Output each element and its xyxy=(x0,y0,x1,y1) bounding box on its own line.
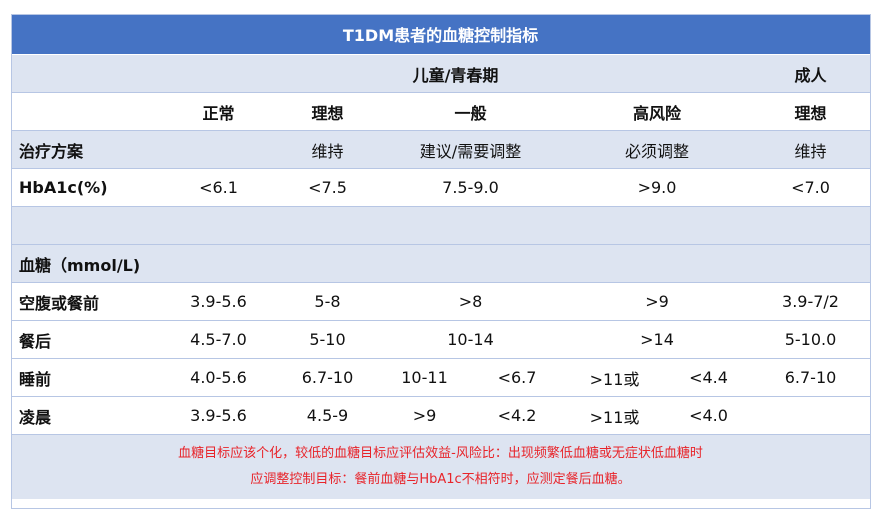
spacer-row xyxy=(11,206,871,245)
glucose-header-row: 血糖（mmol/L) xyxy=(11,244,871,283)
row-label: 空腹或餐前 xyxy=(11,282,160,321)
fasting-row: 空腹或餐前 3.9-5.6 5-8 >8 >9 3.9-7/2 xyxy=(11,282,871,321)
cell-general: 10-14 xyxy=(378,320,563,359)
row-label: 餐后 xyxy=(11,320,160,359)
table-title-row: T1DM患者的血糖控制指标 xyxy=(11,14,871,55)
level-normal: 正常 xyxy=(160,92,277,131)
glycemic-target-table: T1DM患者的血糖控制指标 儿童/青春期 成人 正常 理想 一般 高风险 理想 … xyxy=(11,14,871,500)
cell-high-risk-b: <4.0 xyxy=(666,396,751,435)
cell-general-b: <4.2 xyxy=(471,396,563,435)
level-ideal: 理想 xyxy=(277,92,378,131)
footnote-row: 血糖目标应该个化，较低的血糖目标应评估效益-风险比：出现频繁低血糖或无症状低血糖… xyxy=(11,434,871,500)
cell-normal xyxy=(160,130,277,169)
cell-adult: 3.9-7/2 xyxy=(751,282,871,321)
cell-ideal: 4.5-9 xyxy=(277,396,378,435)
row-label: 凌晨 xyxy=(11,396,160,435)
group-adult-header: 成人 xyxy=(751,54,871,93)
cell-normal: <6.1 xyxy=(160,168,277,207)
cell-general: >8 xyxy=(378,282,563,321)
spacer-cell xyxy=(11,206,871,245)
treatment-row: 治疗方案 维持 建议/需要调整 必须调整 维持 xyxy=(11,130,871,169)
cell-general-a: 10-11 xyxy=(378,358,471,397)
glycemic-target-table-container: T1DM患者的血糖控制指标 儿童/青春期 成人 正常 理想 一般 高风险 理想 … xyxy=(11,14,871,500)
cell-general-a: >9 xyxy=(378,396,471,435)
cell-high-risk: >9 xyxy=(563,282,751,321)
glucose-section-header: 血糖（mmol/L) xyxy=(11,244,871,283)
cell-ideal: 维持 xyxy=(277,130,378,169)
cell-high-risk: 必须调整 xyxy=(563,130,751,169)
footnote-line-2: 应调整控制目标：餐前血糖与HbA1c不相符时，应测定餐后血糖。 xyxy=(250,472,631,487)
cell-normal: 4.5-7.0 xyxy=(160,320,277,359)
level-general: 一般 xyxy=(378,92,563,131)
table-title: T1DM患者的血糖控制指标 xyxy=(11,14,871,55)
row-label: 睡前 xyxy=(11,358,160,397)
level-high-risk: 高风险 xyxy=(563,92,751,131)
blank-cell xyxy=(11,92,160,131)
group-header-row: 儿童/青春期 成人 xyxy=(11,54,871,93)
cell-normal: 3.9-5.6 xyxy=(160,282,277,321)
cell-adult: <7.0 xyxy=(751,168,871,207)
dawn-row: 凌晨 3.9-5.6 4.5-9 >9 <4.2 >11或 <4.0 xyxy=(11,396,871,435)
cell-normal: 3.9-5.6 xyxy=(160,396,277,435)
cell-adult: 维持 xyxy=(751,130,871,169)
blank-cell xyxy=(11,54,160,93)
cell-high-risk: >14 xyxy=(563,320,751,359)
cell-normal: 4.0-5.6 xyxy=(160,358,277,397)
cell-ideal: 5-10 xyxy=(277,320,378,359)
cell-high-risk: >9.0 xyxy=(563,168,751,207)
cell-high-risk-a: >11或 xyxy=(563,396,666,435)
postprandial-row: 餐后 4.5-7.0 5-10 10-14 >14 5-10.0 xyxy=(11,320,871,359)
cell-ideal: <7.5 xyxy=(277,168,378,207)
cell-adult xyxy=(751,396,871,435)
footnote-cell: 血糖目标应该个化，较低的血糖目标应评估效益-风险比：出现频繁低血糖或无症状低血糖… xyxy=(11,434,871,500)
row-label: 治疗方案 xyxy=(11,130,160,169)
cell-ideal: 5-8 xyxy=(277,282,378,321)
cell-general: 7.5-9.0 xyxy=(378,168,563,207)
hba1c-row: HbA1c(%) <6.1 <7.5 7.5-9.0 >9.0 <7.0 xyxy=(11,168,871,207)
cell-adult: 5-10.0 xyxy=(751,320,871,359)
cell-general: 建议/需要调整 xyxy=(378,130,563,169)
footnote-line-1: 血糖目标应该个化，较低的血糖目标应评估效益-风险比：出现频繁低血糖或无症状低血糖… xyxy=(178,446,703,461)
group-children-header: 儿童/青春期 xyxy=(160,54,751,93)
cell-ideal: 6.7-10 xyxy=(277,358,378,397)
row-label: HbA1c(%) xyxy=(11,168,160,207)
level-header-row: 正常 理想 一般 高风险 理想 xyxy=(11,92,871,131)
cell-high-risk-b: <4.4 xyxy=(666,358,751,397)
level-adult-ideal: 理想 xyxy=(751,92,871,131)
cell-adult: 6.7-10 xyxy=(751,358,871,397)
cell-general-b: <6.7 xyxy=(471,358,563,397)
bedtime-row: 睡前 4.0-5.6 6.7-10 10-11 <6.7 >11或 <4.4 6… xyxy=(11,358,871,397)
cell-high-risk-a: >11或 xyxy=(563,358,666,397)
